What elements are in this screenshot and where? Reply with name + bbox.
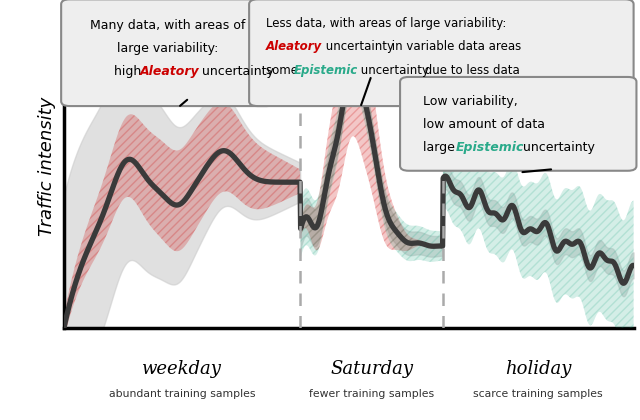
Text: Many data, with areas of: Many data, with areas of	[90, 19, 246, 32]
Text: uncertainty: uncertainty	[518, 141, 595, 154]
Text: in variable data areas: in variable data areas	[388, 40, 521, 53]
Text: Saturday: Saturday	[330, 360, 413, 378]
Text: Epistemic: Epistemic	[294, 64, 358, 77]
Text: uncertainty: uncertainty	[198, 66, 273, 78]
Text: Aleatory: Aleatory	[140, 66, 200, 78]
Text: holiday: holiday	[505, 360, 572, 378]
Text: Epistemic: Epistemic	[455, 141, 524, 154]
Text: Low variability,: Low variability,	[423, 95, 518, 108]
Text: large variability:: large variability:	[117, 42, 219, 55]
Text: uncertainty: uncertainty	[322, 40, 394, 53]
Text: high: high	[114, 66, 145, 78]
FancyBboxPatch shape	[61, 0, 275, 106]
Text: Less data, with areas of large variability:: Less data, with areas of large variabili…	[266, 17, 507, 30]
Text: fewer training samples: fewer training samples	[309, 389, 434, 399]
Text: due to less data: due to less data	[421, 64, 520, 77]
Text: large: large	[423, 141, 459, 154]
Text: abundant training samples: abundant training samples	[109, 389, 255, 399]
Text: uncertainty: uncertainty	[357, 64, 429, 77]
Text: Aleatory: Aleatory	[266, 40, 323, 53]
Text: scarce training samples: scarce training samples	[474, 389, 603, 399]
Text: weekday: weekday	[142, 360, 222, 378]
FancyBboxPatch shape	[400, 77, 636, 171]
FancyBboxPatch shape	[249, 0, 634, 106]
Text: low amount of data: low amount of data	[423, 118, 545, 131]
Text: some: some	[266, 64, 302, 77]
Y-axis label: Traffic intensity: Traffic intensity	[38, 96, 56, 236]
